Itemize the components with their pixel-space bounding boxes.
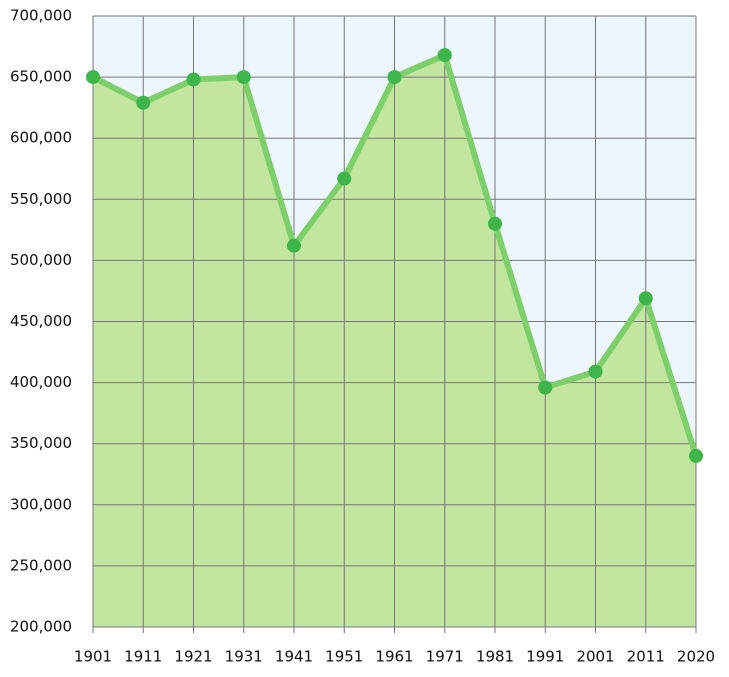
marker xyxy=(488,216,502,231)
y-tick-label: 450,000 xyxy=(10,312,72,330)
marker xyxy=(337,171,352,186)
marker xyxy=(287,238,301,253)
x-tick-label: 1931 xyxy=(225,648,263,666)
y-tick-label: 350,000 xyxy=(10,434,72,452)
x-tick-label: 1921 xyxy=(174,648,212,666)
x-tick-label: 2001 xyxy=(576,648,614,666)
marker xyxy=(186,72,201,87)
marker xyxy=(588,364,603,379)
x-tick-label: 1981 xyxy=(476,648,514,666)
marker xyxy=(538,380,553,395)
x-tick-label: 1941 xyxy=(275,648,313,666)
x-tick-label: 1991 xyxy=(526,648,564,666)
marker xyxy=(136,95,151,110)
x-tick-label: 2020 xyxy=(677,648,715,666)
y-tick-label: 700,000 xyxy=(10,7,72,25)
marker xyxy=(638,291,653,306)
x-tick-label: 1911 xyxy=(124,648,162,666)
marker xyxy=(86,70,100,85)
y-tick-label: 400,000 xyxy=(10,373,72,391)
marker xyxy=(236,70,251,85)
x-tick-label: 2011 xyxy=(627,648,665,666)
x-tick-label: 1901 xyxy=(74,648,112,666)
y-tick-label: 250,000 xyxy=(10,556,72,574)
y-tick-label: 300,000 xyxy=(10,495,72,513)
marker xyxy=(437,48,452,63)
marker xyxy=(387,70,402,85)
y-tick-label: 650,000 xyxy=(10,68,72,86)
x-tick-label: 1961 xyxy=(375,648,413,666)
x-tick-label: 1971 xyxy=(426,648,464,666)
y-tick-label: 550,000 xyxy=(10,190,72,208)
y-tick-label: 500,000 xyxy=(10,251,72,269)
marker xyxy=(689,448,703,463)
y-tick-label: 600,000 xyxy=(10,129,72,147)
x-tick-label: 1951 xyxy=(325,648,363,666)
y-tick-label: 200,000 xyxy=(10,618,72,636)
